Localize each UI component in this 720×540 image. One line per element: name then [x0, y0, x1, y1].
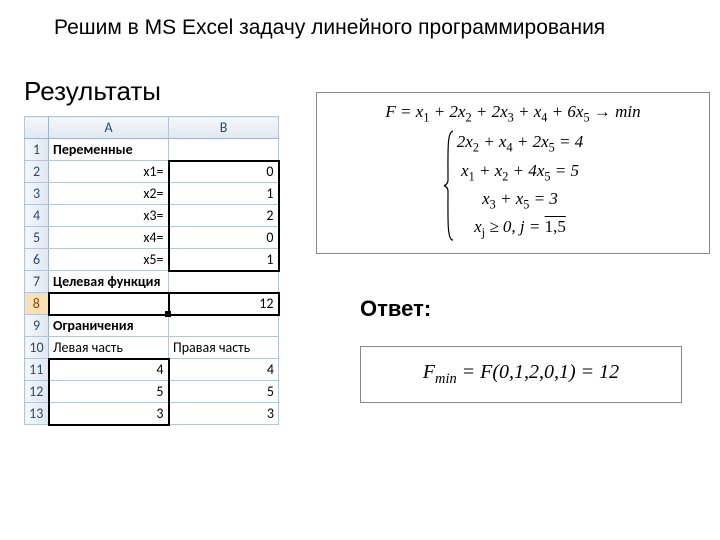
- problem-formula: F = x1 + 2x2 + 2x3 + x4 + 6x5 → min 2x2 …: [316, 92, 710, 254]
- excel-row-9[interactable]: 9: [25, 315, 49, 337]
- excel-corner: [25, 117, 49, 139]
- constraint-line: x1 + x2 + 4x5 = 5: [457, 158, 583, 186]
- constraint-line: 2x2 + x4 + 2x5 = 4: [457, 129, 583, 157]
- excel-row-5[interactable]: 5: [25, 227, 49, 249]
- excel-row-8[interactable]: 8: [25, 293, 49, 315]
- excel-row-13[interactable]: 13: [25, 403, 49, 425]
- cell-b10[interactable]: Правая часть: [169, 337, 279, 359]
- cell-a12[interactable]: 5: [49, 381, 169, 403]
- cell-a1[interactable]: Переменные: [49, 139, 169, 161]
- excel-row-12[interactable]: 12: [25, 381, 49, 403]
- cell-b4[interactable]: 2: [169, 205, 279, 227]
- cell-a11[interactable]: 4: [49, 359, 169, 381]
- cell-b5[interactable]: 0: [169, 227, 279, 249]
- excel-row-11[interactable]: 11: [25, 359, 49, 381]
- excel-row-2[interactable]: 2: [25, 161, 49, 183]
- constraint-line: x3 + x5 = 3: [457, 186, 583, 214]
- cell-b7[interactable]: [169, 271, 279, 293]
- cell-a5[interactable]: x4=: [49, 227, 169, 249]
- excel-row-1[interactable]: 1: [25, 139, 49, 161]
- cell-b9[interactable]: [169, 315, 279, 337]
- excel-col-a[interactable]: A: [49, 117, 169, 139]
- cell-b13[interactable]: 3: [169, 403, 279, 425]
- excel-row-7[interactable]: 7: [25, 271, 49, 293]
- cell-a8[interactable]: [49, 293, 169, 315]
- page-title: Решим в MS Excel задачу линейного програ…: [54, 16, 605, 40]
- cell-a3[interactable]: x2=: [49, 183, 169, 205]
- cell-a10[interactable]: Левая часть: [49, 337, 169, 359]
- answer-heading: Ответ:: [360, 296, 431, 322]
- cell-b8[interactable]: 12: [169, 293, 279, 315]
- results-heading: Результаты: [24, 76, 161, 107]
- answer-formula: Fmin = F(0,1,2,0,1) = 12: [360, 346, 682, 403]
- cell-a4[interactable]: x3=: [49, 205, 169, 227]
- excel-row-4[interactable]: 4: [25, 205, 49, 227]
- cell-b1[interactable]: [169, 139, 279, 161]
- cell-b6[interactable]: 1: [169, 249, 279, 271]
- cell-b11[interactable]: 4: [169, 359, 279, 381]
- excel-table: A B 1Переменные2x1=03x2=14x3=25x4=06x5=1…: [24, 116, 280, 426]
- constraints-block: 2x2 + x4 + 2x5 = 4x1 + x2 + 4x5 = 5x3 + …: [443, 129, 583, 242]
- cell-b12[interactable]: 5: [169, 381, 279, 403]
- cell-a7[interactable]: Целевая функция: [49, 271, 169, 293]
- cell-b3[interactable]: 1: [169, 183, 279, 205]
- excel-row-6[interactable]: 6: [25, 249, 49, 271]
- excel-col-b[interactable]: B: [169, 117, 279, 139]
- cell-a6[interactable]: x5=: [49, 249, 169, 271]
- excel-row-3[interactable]: 3: [25, 183, 49, 205]
- cell-a13[interactable]: 3: [49, 403, 169, 425]
- objective-function: F = x1 + 2x2 + 2x3 + x4 + 6x5 → min: [323, 99, 703, 127]
- constraint-line: xj ≥ 0, j = 1,5: [457, 214, 583, 242]
- excel-row-10[interactable]: 10: [25, 337, 49, 359]
- cell-a2[interactable]: x1=: [49, 161, 169, 183]
- cell-b2[interactable]: 0: [169, 161, 279, 183]
- cell-a9[interactable]: Ограничения: [49, 315, 169, 337]
